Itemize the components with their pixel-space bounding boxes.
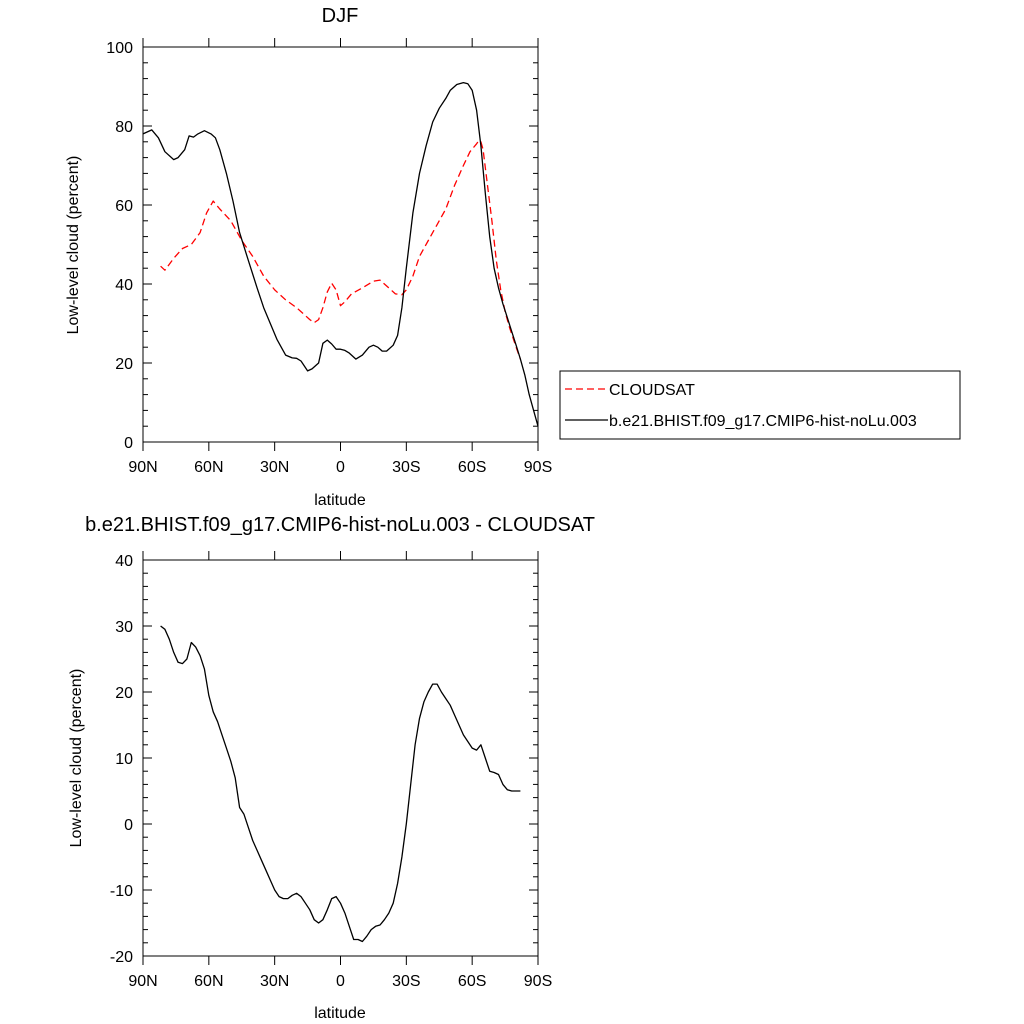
y-tick-label: 40 xyxy=(115,277,133,294)
chart-1-x-axis-label: latitude xyxy=(314,492,366,509)
y-tick-label: 20 xyxy=(115,685,133,702)
y-tick-label: -20 xyxy=(110,949,133,966)
chart-2-x-axis-label: latitude xyxy=(314,1005,366,1022)
chart-1-y-axis: 0 20 40 60 80 100 xyxy=(106,40,538,452)
y-tick-label: 20 xyxy=(115,356,133,373)
y-tick-label: 80 xyxy=(115,119,133,136)
chart-2-y-axis-label: Low-level cloud (percent) xyxy=(68,669,85,848)
legend-frame xyxy=(559,370,961,440)
x-tick-label: 60S xyxy=(458,973,486,990)
chart-1-y-axis-label: Low-level cloud (percent) xyxy=(65,156,82,335)
series-line-difference xyxy=(160,625,521,943)
x-tick-label: 60N xyxy=(194,459,223,476)
x-tick-label: 90N xyxy=(128,973,157,990)
chart-2-series-lines xyxy=(160,625,521,943)
x-tick-label: 0 xyxy=(336,973,345,990)
y-tick-label: 60 xyxy=(115,198,133,215)
legend-label-model: b.e21.BHIST.f09_g17.CMIP6-hist-noLu.003 xyxy=(609,413,917,430)
y-tick-label: 0 xyxy=(124,817,133,834)
series-line-model xyxy=(142,81,539,427)
legend-label-cloudsat: CLOUDSAT xyxy=(609,382,695,399)
x-tick-label: 30S xyxy=(392,459,420,476)
chart-1-series-lines xyxy=(142,81,539,427)
x-tick-label: 0 xyxy=(336,459,345,476)
x-tick-label: 90N xyxy=(128,459,157,476)
x-tick-label: 30N xyxy=(260,459,289,476)
y-tick-label: 40 xyxy=(115,553,133,570)
y-tick-label: -10 xyxy=(110,883,133,900)
chart-2-title: b.e21.BHIST.f09_g17.CMIP6-hist-noLu.003 … xyxy=(85,514,595,536)
x-tick-label: 90S xyxy=(524,459,552,476)
x-tick-label: 60S xyxy=(458,459,486,476)
x-tick-label: 60N xyxy=(194,973,223,990)
chart-2: b.e21.BHIST.f09_g17.CMIP6-hist-noLu.003 … xyxy=(68,514,595,1022)
y-tick-label: 0 xyxy=(124,435,133,452)
chart-1: DJF 0 20 40 60 80 100 90N 60N 30N 0 30S 60S 90S lat… xyxy=(65,5,961,509)
chart-2-x-axis: 90N 60N 30N 0 30S 60S 90S xyxy=(128,551,552,990)
chart-1-legend: CLOUDSAT b.e21.BHIST.f09_g17.CMIP6-hist-… xyxy=(559,370,961,440)
x-tick-label: 30S xyxy=(392,973,420,990)
chart-2-y-axis: -20 -10 0 10 20 30 40 xyxy=(110,553,538,966)
x-tick-label: 30N xyxy=(260,973,289,990)
x-tick-label: 90S xyxy=(524,973,552,990)
chart-1-x-axis: 90N 60N 30N 0 30S 60S 90S xyxy=(128,38,552,476)
y-tick-label: 30 xyxy=(115,619,133,636)
y-tick-label: 100 xyxy=(106,40,133,57)
y-tick-label: 10 xyxy=(115,751,133,768)
chart-1-title: DJF xyxy=(322,5,359,27)
